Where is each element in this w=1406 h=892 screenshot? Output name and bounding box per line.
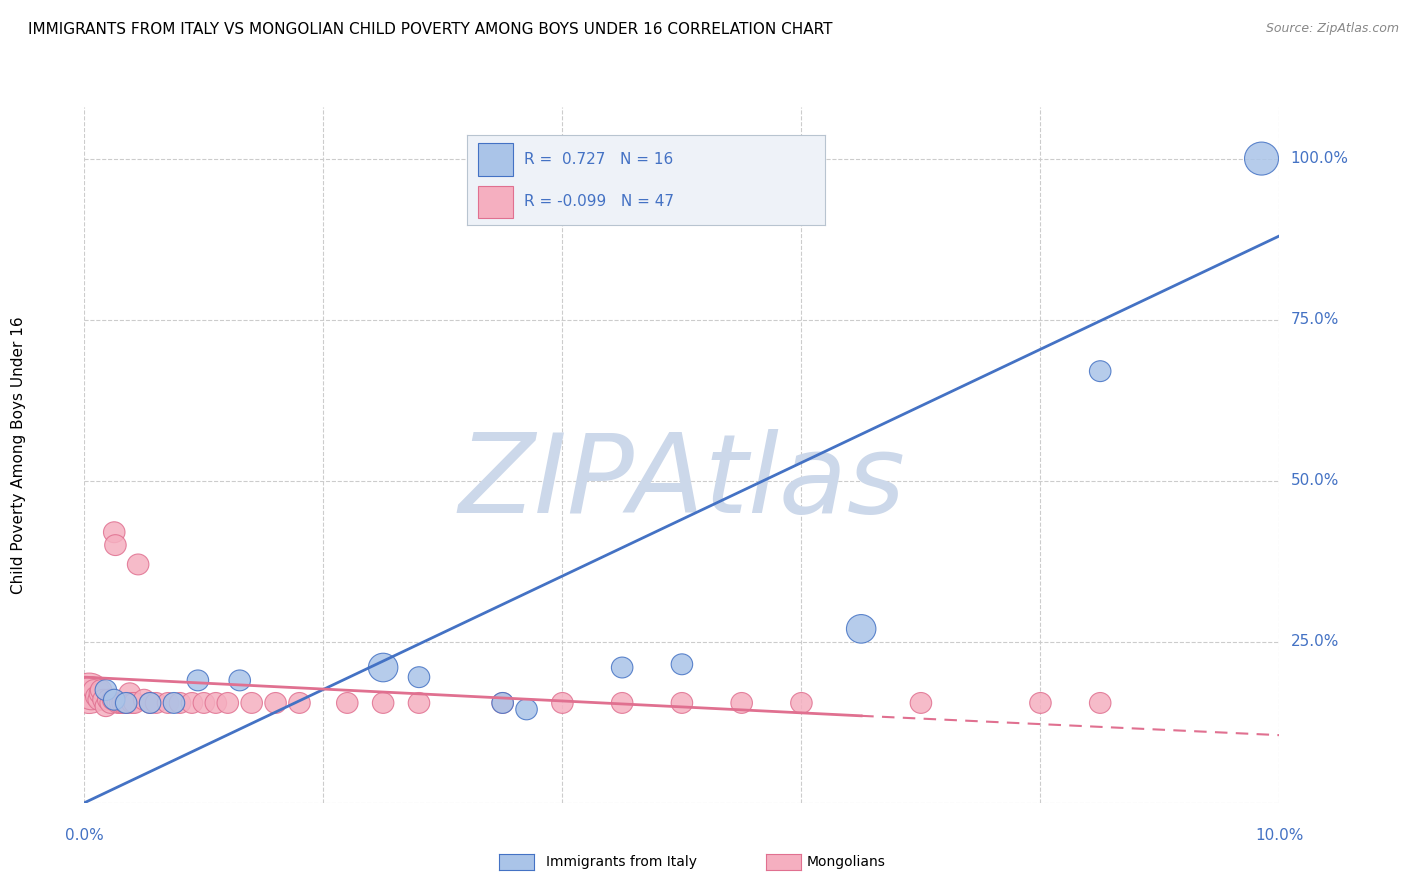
Ellipse shape (128, 554, 149, 574)
Ellipse shape (169, 692, 191, 714)
Ellipse shape (75, 677, 108, 710)
Ellipse shape (104, 690, 125, 710)
Ellipse shape (288, 692, 311, 714)
Text: 0.0%: 0.0% (65, 828, 104, 843)
Ellipse shape (96, 680, 117, 700)
Ellipse shape (114, 692, 136, 714)
Ellipse shape (163, 692, 184, 714)
Ellipse shape (124, 692, 145, 714)
Text: Immigrants from Italy: Immigrants from Italy (546, 855, 696, 869)
Ellipse shape (86, 686, 107, 707)
Ellipse shape (408, 666, 430, 688)
Ellipse shape (90, 680, 112, 700)
Text: Child Poverty Among Boys Under 16: Child Poverty Among Boys Under 16 (11, 316, 27, 594)
Ellipse shape (112, 692, 134, 714)
Bar (478, 186, 513, 218)
Ellipse shape (89, 690, 110, 710)
Ellipse shape (121, 692, 143, 714)
Ellipse shape (104, 522, 125, 542)
Text: 10.0%: 10.0% (1256, 828, 1303, 843)
Text: 50.0%: 50.0% (1291, 473, 1339, 488)
Text: Mongolians: Mongolians (807, 855, 886, 869)
Ellipse shape (336, 692, 359, 714)
Text: R =  0.727   N = 16: R = 0.727 N = 16 (524, 152, 673, 167)
Text: IMMIGRANTS FROM ITALY VS MONGOLIAN CHILD POVERTY AMONG BOYS UNDER 16 CORRELATION: IMMIGRANTS FROM ITALY VS MONGOLIAN CHILD… (28, 22, 832, 37)
Ellipse shape (96, 696, 117, 716)
Ellipse shape (240, 692, 263, 714)
Ellipse shape (612, 692, 633, 714)
Bar (478, 143, 513, 176)
Ellipse shape (193, 692, 215, 714)
Ellipse shape (492, 692, 513, 714)
Ellipse shape (408, 692, 430, 714)
Ellipse shape (1029, 692, 1052, 714)
Ellipse shape (139, 692, 160, 714)
Ellipse shape (93, 690, 114, 710)
Ellipse shape (671, 654, 693, 674)
Ellipse shape (612, 657, 633, 678)
Ellipse shape (103, 690, 124, 710)
Ellipse shape (516, 699, 537, 720)
Ellipse shape (145, 692, 167, 714)
Ellipse shape (671, 692, 693, 714)
Ellipse shape (492, 692, 513, 714)
Text: 25.0%: 25.0% (1291, 634, 1339, 649)
Ellipse shape (104, 534, 127, 556)
Text: R = -0.099   N = 47: R = -0.099 N = 47 (524, 194, 673, 210)
Ellipse shape (368, 653, 398, 681)
Ellipse shape (134, 690, 155, 710)
Ellipse shape (107, 692, 128, 714)
Ellipse shape (373, 692, 394, 714)
Ellipse shape (69, 673, 110, 714)
Text: Source: ZipAtlas.com: Source: ZipAtlas.com (1265, 22, 1399, 36)
Ellipse shape (1090, 360, 1111, 382)
Ellipse shape (83, 680, 104, 700)
Ellipse shape (187, 670, 208, 690)
Ellipse shape (139, 692, 160, 714)
Ellipse shape (1244, 142, 1278, 175)
Ellipse shape (910, 692, 932, 714)
Ellipse shape (217, 692, 239, 714)
Ellipse shape (846, 615, 876, 643)
Ellipse shape (551, 692, 574, 714)
Ellipse shape (1090, 692, 1111, 714)
Ellipse shape (117, 692, 138, 714)
Text: 100.0%: 100.0% (1291, 151, 1348, 166)
Ellipse shape (110, 692, 131, 714)
Ellipse shape (264, 692, 287, 714)
Ellipse shape (731, 692, 752, 714)
Text: 75.0%: 75.0% (1291, 312, 1339, 327)
Ellipse shape (89, 683, 111, 704)
Ellipse shape (120, 683, 141, 704)
Ellipse shape (97, 690, 120, 710)
Ellipse shape (790, 692, 813, 714)
Ellipse shape (229, 670, 250, 690)
Ellipse shape (115, 692, 136, 714)
Ellipse shape (157, 692, 179, 714)
Ellipse shape (100, 692, 121, 714)
Ellipse shape (205, 692, 226, 714)
Ellipse shape (181, 692, 202, 714)
Text: ZIPAtlas: ZIPAtlas (458, 429, 905, 536)
